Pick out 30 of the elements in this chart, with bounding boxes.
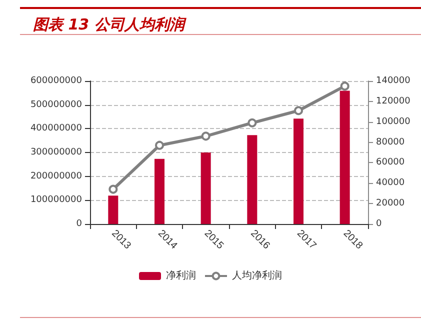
bar	[154, 158, 164, 224]
point	[201, 132, 210, 141]
y-tick-label: 500000000	[30, 100, 82, 110]
bar	[108, 196, 118, 224]
y-tick-label: 200000000	[30, 171, 82, 182]
y2-tick-label: 100000	[376, 116, 411, 127]
y-tick-label: 600000000	[30, 76, 82, 86]
y2-tick-label: 140000	[376, 76, 411, 86]
y2-tick-label: 80000	[376, 137, 405, 148]
y-tick-label: 300000000	[30, 148, 82, 158]
bar	[340, 90, 350, 224]
y-tick-label: 0	[76, 219, 82, 229]
point	[155, 140, 164, 150]
y-tick-label: 400000000	[30, 124, 82, 134]
y2-tick-label: 120000	[376, 96, 411, 106]
bar	[200, 152, 211, 224]
point	[340, 82, 350, 91]
legend-label: 人均净利润	[232, 270, 282, 282]
bar	[247, 135, 258, 224]
legend-label: 净利润	[166, 270, 196, 282]
y2-tick-label: 60000	[376, 158, 405, 168]
point	[248, 118, 257, 128]
y2-tick-label: 0	[376, 219, 382, 229]
y-tick-label: 100000000	[30, 195, 82, 206]
point	[108, 184, 118, 194]
bar	[294, 118, 304, 224]
chart-title: 图表 13 公司人均利润	[33, 16, 186, 34]
y2-tick-label: 20000	[376, 198, 405, 209]
point	[294, 106, 303, 116]
y2-tick-label: 40000	[376, 178, 405, 188]
